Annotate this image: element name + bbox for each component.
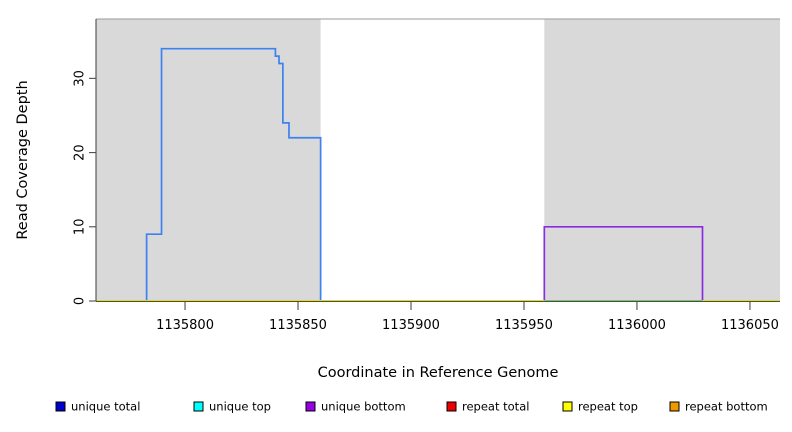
legend-label: repeat top: [578, 400, 638, 414]
legend-item-repeat-bottom[interactable]: repeat bottom: [669, 400, 768, 414]
x-tick-group: 1135800 1135850 1135900 1135950 1136000 11360…: [156, 302, 779, 333]
legend-item-unique-top[interactable]: unique top: [193, 400, 271, 414]
legend-item-unique-total[interactable]: unique total: [55, 400, 140, 414]
x-tick-label-3: 1135950: [495, 318, 553, 333]
legend-swatch-icon: [193, 401, 204, 412]
y-tick-label-3: 30: [73, 70, 88, 87]
x-axis-title: Coordinate in Reference Genome: [318, 365, 559, 381]
legend-swatch-icon: [669, 401, 680, 412]
legend-swatch-icon: [55, 401, 66, 412]
y-tick-group: 0 10 20 30: [73, 70, 96, 305]
series-line-unique-total: [96, 47, 780, 302]
legend-swatch-icon: [562, 401, 573, 412]
y-tick-label-1: 10: [73, 219, 88, 236]
legend-label: unique bottom: [321, 400, 406, 414]
legend-item-repeat-top[interactable]: repeat top: [562, 400, 638, 414]
shaded-region-0: [96, 19, 321, 301]
shaded-region-1: [544, 19, 780, 301]
legend-item-unique-bottom[interactable]: unique bottom: [305, 400, 406, 414]
x-tick-label-2: 1135900: [382, 318, 440, 333]
x-tick-label-0: 1135800: [156, 318, 214, 333]
legend: unique total unique top unique bottom repea…: [55, 400, 768, 414]
legend-label: repeat total: [462, 400, 529, 414]
legend-swatch-icon: [305, 401, 316, 412]
y-tick-label-0: 0: [73, 297, 88, 305]
x-tick-label-5: 1136050: [721, 318, 779, 333]
legend-item-repeat-total[interactable]: repeat total: [446, 400, 529, 414]
legend-label: unique total: [71, 400, 140, 414]
legend-swatch-icon: [446, 401, 457, 412]
legend-label: unique top: [209, 400, 271, 414]
x-tick-label-4: 1136000: [608, 318, 666, 333]
y-axis-title: Read Coverage Depth: [15, 80, 31, 239]
legend-label: repeat bottom: [685, 400, 768, 414]
x-tick-label-1: 1135850: [269, 318, 327, 333]
y-tick-label-2: 20: [73, 144, 88, 161]
